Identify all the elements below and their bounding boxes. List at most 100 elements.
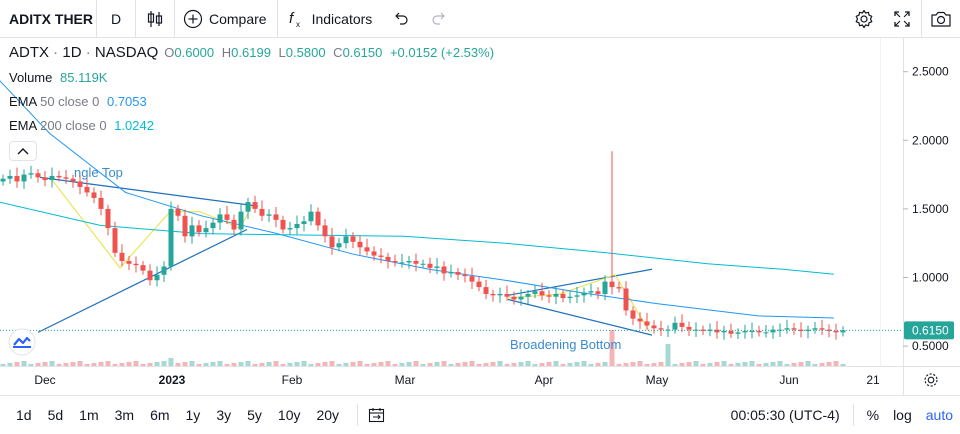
candle-body [329,236,335,248]
candle-body [791,328,797,330]
candle-body [266,214,272,216]
legend-symbol[interactable]: ADTX [9,44,50,61]
volume-bar [588,364,594,366]
indicators-button[interactable]: f x Indicators [278,0,383,38]
divider [357,403,359,426]
range-5y[interactable]: 5y [247,406,262,423]
candle-body [665,329,671,331]
interval-button[interactable]: D [110,10,122,27]
volume-bar [105,361,111,366]
undo-button[interactable] [382,0,420,38]
candle-body [658,328,664,330]
candle-body [84,186,90,193]
percent-toggle[interactable]: % [866,407,880,423]
volume-bar [476,364,482,366]
volume-bar [238,362,244,366]
volume-bar [98,362,104,366]
candle-body [42,177,48,181]
volume-bar [210,362,216,366]
candle-body [112,228,118,253]
candle-body [735,332,741,334]
range-1d[interactable]: 1d [16,406,32,423]
candle-body [126,261,132,264]
date-range-button[interactable] [368,407,386,423]
candle-body [98,197,104,209]
volume-bar [483,363,489,366]
time-axis[interactable]: Dec 2023 Feb Mar Apr May Jun 21 [34,373,880,387]
x-tick-label: Jun [779,373,798,387]
volume-bar [154,362,160,366]
chart-type-button[interactable] [136,0,174,38]
svg-text:x: x [296,20,300,29]
auto-toggle[interactable]: auto [925,407,953,423]
candle-body [154,274,160,281]
candle-body [525,293,531,297]
pattern-label-bottom: Broadening Bottom [510,337,621,352]
y-tick-label: 2.5000 [912,65,949,79]
range-3m[interactable]: 3m [114,406,135,423]
high-value: 0.6199 [231,45,271,60]
legend-ema50-row[interactable]: EMA 50 close 0 0.7053 [9,90,498,114]
volume-bar [329,361,335,366]
candle-body [406,261,412,263]
screenshot-button[interactable] [922,0,960,38]
candle-body [56,175,62,178]
volume-bar [749,361,755,366]
volume-bar [217,361,223,366]
volume-bar [231,363,237,366]
divider [276,0,278,38]
collapse-legend-button[interactable] [9,141,37,161]
log-toggle[interactable]: log [893,407,912,423]
candle-body [343,236,349,244]
volume-bar [308,364,314,366]
candle-body [840,330,846,333]
volume-bar [812,364,818,366]
gear-icon [855,9,873,29]
candle-body [714,329,720,333]
candle-body [147,270,153,281]
change-value: +0.0152 (+2.53%) [389,45,495,60]
candle-body [539,291,545,296]
range-10y[interactable]: 10y [277,406,301,423]
volume-value: 85.119K [60,70,108,85]
calendar-range-icon [369,407,385,422]
candle-body [231,219,237,230]
fullscreen-button[interactable] [883,0,921,38]
volume-bar [266,362,272,366]
volume-bar [553,361,559,366]
timezone-button[interactable]: 00:05:30 (UTC-4) [730,407,840,423]
candle-body [581,292,587,296]
volume-bar [777,361,783,366]
close-value: 0.6150 [342,45,383,60]
candle-body [392,261,398,263]
range-3y[interactable]: 3y [216,406,232,423]
axis-settings-icon[interactable] [924,373,938,387]
right-tools [845,0,960,38]
price-axis[interactable]: 2.5000 2.0000 1.5000 1.0000 0.5000 0.6150 [0,65,954,353]
candle-body [133,263,139,266]
redo-button[interactable] [420,0,458,38]
range-1y[interactable]: 1y [185,406,201,423]
divider [852,404,854,426]
price-chart[interactable]: 2.5000 2.0000 1.5000 1.0000 0.5000 0.6150 Dec… [0,38,960,395]
volume-bar [364,364,370,366]
volume-bar [294,362,300,366]
symbol-search[interactable]: ADITX THER [9,10,93,27]
range-1m[interactable]: 1m [79,406,99,423]
legend-ema200-row[interactable]: EMA 200 close 0 1.0242 [9,114,498,138]
settings-button[interactable] [845,0,883,38]
candle-body [308,211,314,222]
legend-volume-row[interactable]: Volume 85.119K [9,66,498,90]
candle-body [217,214,223,223]
range-20y[interactable]: 20y [316,406,340,423]
x-tick-label: 2023 [159,373,186,387]
last-price-label: 0.6150 [912,323,949,337]
range-5d[interactable]: 5d [47,406,64,423]
zigzag-line-2 [507,274,651,333]
candle-body [546,295,552,297]
candle-body [371,251,377,256]
compare-button[interactable]: Compare [175,0,277,38]
volume-bar [504,364,510,366]
candle-body [602,281,608,294]
range-6m[interactable]: 6m [150,406,170,423]
